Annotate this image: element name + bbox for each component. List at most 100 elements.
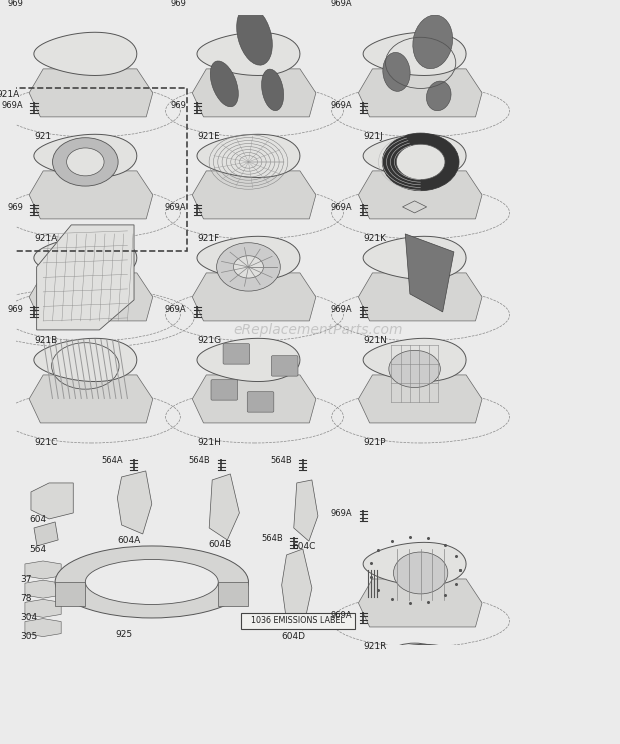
FancyBboxPatch shape [223, 344, 250, 364]
Polygon shape [25, 580, 61, 598]
Text: 921G: 921G [197, 336, 221, 345]
Ellipse shape [405, 658, 436, 680]
Polygon shape [197, 237, 300, 280]
Polygon shape [363, 542, 466, 586]
Polygon shape [192, 375, 316, 423]
Text: 604C: 604C [293, 542, 316, 551]
Ellipse shape [394, 552, 448, 594]
Text: 921P: 921P [363, 438, 386, 447]
Polygon shape [37, 225, 134, 330]
Polygon shape [25, 618, 61, 637]
Polygon shape [405, 234, 454, 312]
Polygon shape [192, 273, 316, 321]
Text: 604A: 604A [117, 536, 141, 545]
Text: 921A: 921A [0, 90, 19, 99]
Polygon shape [34, 32, 137, 75]
Text: 921F: 921F [197, 234, 219, 243]
Polygon shape [363, 644, 466, 687]
Text: 969A: 969A [330, 509, 352, 518]
Text: 37: 37 [20, 575, 32, 584]
Text: 921J: 921J [363, 132, 383, 141]
Polygon shape [358, 375, 482, 423]
Ellipse shape [53, 138, 118, 186]
Ellipse shape [66, 148, 104, 176]
Polygon shape [34, 522, 58, 546]
Text: 921C: 921C [34, 438, 58, 447]
Polygon shape [363, 134, 466, 178]
Ellipse shape [86, 559, 218, 604]
Polygon shape [358, 681, 482, 729]
Polygon shape [197, 134, 300, 178]
Text: 969A: 969A [330, 611, 352, 620]
Text: 969: 969 [7, 203, 23, 212]
Ellipse shape [396, 144, 445, 179]
Polygon shape [192, 171, 316, 219]
Polygon shape [358, 273, 482, 321]
Polygon shape [55, 582, 86, 606]
FancyBboxPatch shape [272, 356, 298, 376]
Polygon shape [29, 69, 153, 117]
Polygon shape [197, 339, 300, 382]
Ellipse shape [262, 69, 284, 111]
Text: 921H: 921H [197, 438, 221, 447]
Text: 969: 969 [170, 101, 186, 110]
Polygon shape [358, 579, 482, 627]
Polygon shape [358, 69, 482, 117]
Ellipse shape [55, 546, 249, 618]
Polygon shape [363, 237, 466, 280]
Ellipse shape [383, 52, 410, 92]
Polygon shape [25, 561, 61, 579]
Polygon shape [34, 237, 137, 280]
Polygon shape [29, 375, 153, 423]
Text: 969A: 969A [330, 101, 352, 110]
Text: 969: 969 [7, 0, 23, 8]
FancyBboxPatch shape [247, 392, 274, 412]
Text: 564A: 564A [101, 456, 123, 465]
Text: 925: 925 [115, 630, 133, 639]
Ellipse shape [383, 133, 459, 190]
Polygon shape [25, 600, 61, 618]
Text: 969A: 969A [164, 305, 186, 314]
Text: 564B: 564B [261, 534, 283, 543]
Polygon shape [358, 171, 482, 219]
Polygon shape [192, 69, 316, 117]
Text: 78: 78 [20, 594, 32, 603]
Text: 921B: 921B [34, 336, 57, 345]
Text: 921R: 921R [363, 642, 387, 651]
Polygon shape [281, 549, 312, 630]
Polygon shape [31, 483, 73, 519]
Ellipse shape [395, 650, 446, 687]
Text: 604D: 604D [281, 632, 306, 641]
Text: 564: 564 [29, 545, 46, 554]
Text: 921E: 921E [197, 132, 220, 141]
Ellipse shape [210, 61, 238, 107]
Text: 1036 EMISSIONS LABEL: 1036 EMISSIONS LABEL [251, 617, 345, 626]
Polygon shape [294, 480, 318, 541]
Text: 969A: 969A [330, 203, 352, 212]
FancyBboxPatch shape [211, 379, 237, 400]
Polygon shape [34, 339, 137, 382]
Text: 969A: 969A [330, 0, 352, 8]
Text: 969: 969 [7, 305, 23, 314]
Text: 921K: 921K [363, 234, 386, 243]
Ellipse shape [216, 243, 280, 291]
Text: 969A: 969A [1, 101, 23, 110]
Text: 921A: 921A [34, 234, 57, 243]
Polygon shape [363, 339, 466, 382]
Text: 305: 305 [20, 632, 38, 641]
FancyBboxPatch shape [241, 612, 355, 629]
Text: 921N: 921N [363, 336, 387, 345]
Polygon shape [218, 582, 249, 606]
Text: 604B: 604B [208, 540, 231, 549]
Polygon shape [117, 471, 152, 534]
Text: 969A: 969A [330, 305, 352, 314]
Text: 969: 969 [170, 0, 186, 8]
Text: 304: 304 [20, 613, 38, 622]
Ellipse shape [234, 256, 264, 278]
Polygon shape [209, 474, 239, 540]
Text: 969A: 969A [164, 203, 186, 212]
Polygon shape [29, 273, 153, 321]
Polygon shape [363, 32, 466, 75]
Text: 564B: 564B [270, 456, 292, 465]
Ellipse shape [427, 81, 451, 111]
